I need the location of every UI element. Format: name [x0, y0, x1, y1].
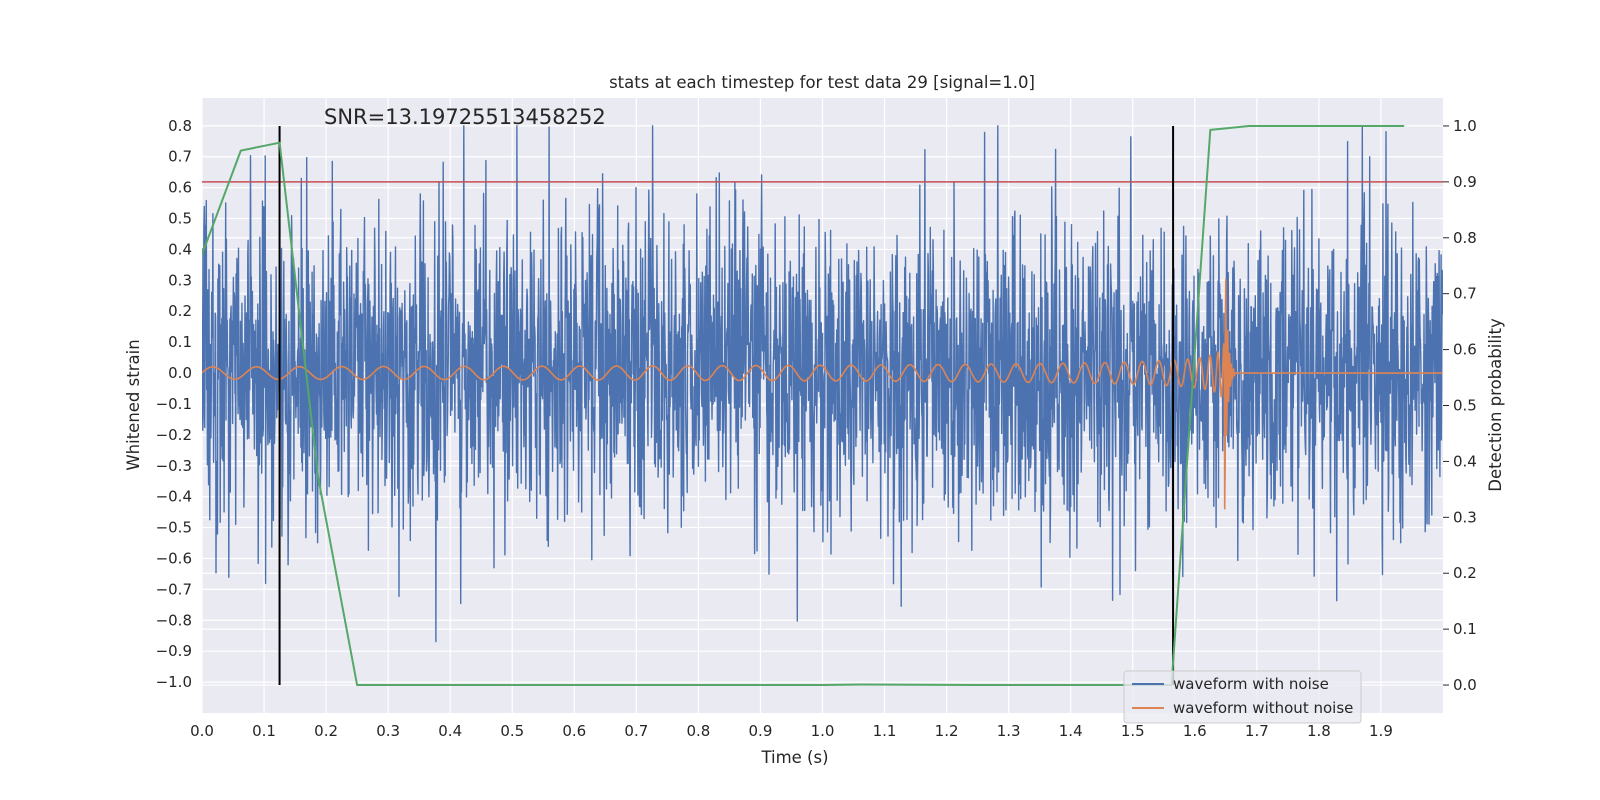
y2-axis-ticks: 1.0 0.9 0.8 0.7 0.6 0.5 0.4 0.3 0.2 0.1 0.0: [1443, 117, 1477, 694]
plot-lines: [202, 125, 1443, 686]
y2-tick-label: 0.8: [1453, 229, 1477, 247]
y-tick-label: −0.5: [156, 519, 192, 537]
y2-tick-label: 0.9: [1453, 173, 1477, 191]
y-tick-label: 0.2: [168, 302, 192, 320]
x-tick-label: 1.3: [997, 722, 1021, 740]
x-tick-label: 0.2: [314, 722, 338, 740]
x-tick-label: 0.0: [190, 722, 214, 740]
x-axis-ticks: 0.0 0.1 0.2 0.3 0.4 0.5 0.6 0.7 0.8 0.9 1.0 1.1 1.2 1…: [190, 722, 1393, 740]
y2-tick-label: 0.3: [1453, 508, 1477, 526]
detection-probability-line: [202, 125, 1405, 686]
x-axis-label: Time (s): [760, 748, 828, 767]
x-tick-label: 1.9: [1369, 722, 1393, 740]
legend-label-noisy: waveform with noise: [1173, 675, 1329, 693]
y2-axis-label: Detection probability: [1486, 318, 1505, 492]
y2-tick-label: 0.7: [1453, 285, 1477, 303]
legend-label-clean: waveform without noise: [1173, 699, 1353, 717]
y2-tick-label: 0.1: [1453, 620, 1477, 638]
y2-tick-label: 0.4: [1453, 452, 1477, 470]
x-tick-label: 0.7: [624, 722, 648, 740]
y-tick-label: −0.4: [156, 488, 192, 506]
x-tick-label: 0.6: [562, 722, 586, 740]
y-tick-label: −0.9: [156, 642, 192, 660]
x-tick-label: 0.8: [686, 722, 710, 740]
x-tick-label: 1.1: [873, 722, 897, 740]
y-tick-label: −0.1: [156, 395, 192, 413]
x-tick-label: 0.9: [749, 722, 773, 740]
x-tick-label: 0.1: [252, 722, 276, 740]
y-tick-label: −0.2: [156, 426, 192, 444]
clean-waveform-line: [202, 278, 1443, 510]
x-tick-label: 1.6: [1183, 722, 1207, 740]
x-tick-label: 1.2: [935, 722, 959, 740]
y-tick-label: −0.3: [156, 457, 192, 475]
x-tick-label: 0.4: [438, 722, 462, 740]
x-tick-label: 1.7: [1245, 722, 1269, 740]
y2-tick-label: 0.2: [1453, 564, 1477, 582]
y-tick-label: 0.7: [168, 148, 192, 166]
x-tick-label: 1.0: [811, 722, 835, 740]
y2-tick-label: 0.0: [1453, 676, 1477, 694]
y-tick-label: 0.3: [168, 271, 192, 289]
x-tick-label: 0.3: [376, 722, 400, 740]
chart-title: stats at each timestep for test data 29 …: [609, 73, 1035, 92]
y-axis-ticks: 0.8 0.7 0.6 0.5 0.4 0.3 0.2 0.1 0.0 −0.1 −0.2 −0.3 −…: [156, 117, 192, 691]
y2-tick-label: 0.6: [1453, 341, 1477, 359]
x-tick-label: 1.4: [1059, 722, 1083, 740]
snr-annotation: SNR=13.19725513458252: [324, 105, 606, 129]
y-tick-label: 0.4: [168, 240, 192, 258]
y-tick-label: 0.5: [168, 210, 192, 228]
x-tick-label: 1.5: [1121, 722, 1145, 740]
y-axis-label: Whitened strain: [124, 339, 143, 470]
legend-box: [1123, 670, 1362, 724]
y-tick-label: −0.8: [156, 611, 192, 629]
y-tick-label: 0.1: [168, 333, 192, 351]
y-tick-label: −0.6: [156, 549, 192, 567]
legend: waveform with noise waveform without noi…: [1123, 670, 1362, 724]
noisy-waveform-line: [202, 125, 1443, 643]
y-tick-label: −0.7: [156, 580, 192, 598]
y-tick-label: 0.8: [168, 117, 192, 135]
y2-tick-label: 1.0: [1453, 117, 1477, 135]
x-tick-label: 0.5: [500, 722, 524, 740]
y-tick-label: 0.0: [168, 364, 192, 382]
y-tick-label: 0.6: [168, 179, 192, 197]
y-tick-label: −1.0: [156, 673, 192, 691]
y2-tick-label: 0.5: [1453, 397, 1477, 415]
x-tick-label: 1.8: [1307, 722, 1331, 740]
